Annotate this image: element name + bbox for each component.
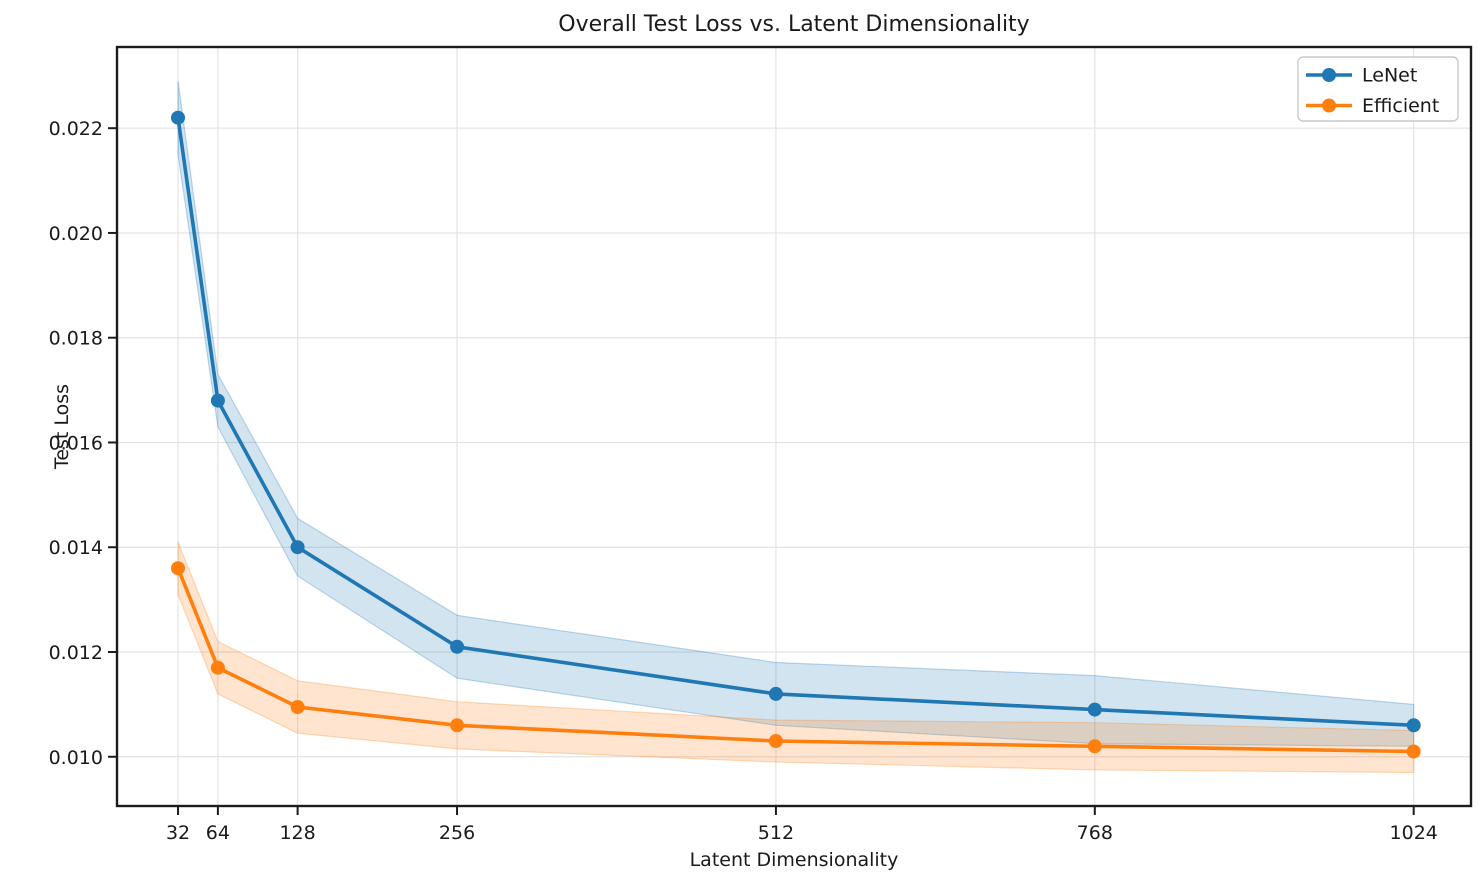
series-marker-efficient-32 xyxy=(171,561,185,576)
series-marker-efficient-64 xyxy=(210,660,225,675)
tick-label-y-0.010: 0.010 xyxy=(49,747,103,769)
plot-area xyxy=(117,47,1471,806)
y-axis-label: Test Loss xyxy=(51,384,73,470)
confidence-band-efficient xyxy=(177,541,1415,774)
tick-label-x-256: 256 xyxy=(439,822,475,844)
axes-frame xyxy=(115,45,1473,808)
series-marker-lenet-512 xyxy=(768,686,783,701)
tick-label-y-0.018: 0.018 xyxy=(49,328,103,350)
series-marker-lenet-768 xyxy=(1087,702,1102,717)
legend-label-efficient: Efficient xyxy=(1362,95,1439,117)
series-marker-efficient-256 xyxy=(450,718,465,733)
series-marker-efficient-1024 xyxy=(1406,744,1421,759)
chart-title: Overall Test Loss vs. Latent Dimensional… xyxy=(558,12,1029,37)
tick-label-x-32: 32 xyxy=(166,822,190,844)
series-marker-efficient-128 xyxy=(290,700,305,714)
series-marker-lenet-32 xyxy=(171,110,185,125)
tick-label-x-64: 64 xyxy=(206,822,230,844)
series-marker-lenet-128 xyxy=(290,540,305,555)
tick-label-y-0.020: 0.020 xyxy=(49,223,103,245)
tick-label-y-0.014: 0.014 xyxy=(49,537,103,559)
legend-sample-marker-lenet xyxy=(1322,68,1336,82)
tick-label-x-1024: 1024 xyxy=(1390,822,1438,844)
tick-label-y-0.016: 0.016 xyxy=(49,432,103,454)
legend-label-lenet: LeNet xyxy=(1362,65,1417,87)
tick-label-y-0.022: 0.022 xyxy=(49,118,103,140)
tick-label-x-128: 128 xyxy=(279,822,315,844)
series-marker-lenet-64 xyxy=(210,393,225,408)
tick-label-x-512: 512 xyxy=(758,822,794,844)
series-marker-efficient-512 xyxy=(768,734,783,748)
series-marker-lenet-1024 xyxy=(1406,718,1421,733)
series-marker-efficient-768 xyxy=(1087,739,1102,754)
series-marker-lenet-256 xyxy=(450,639,465,654)
x-axis-label: Latent Dimensionality xyxy=(690,849,899,871)
legend-sample-marker-efficient xyxy=(1322,98,1336,113)
tick-label-y-0.012: 0.012 xyxy=(49,642,103,664)
tick-label-x-768: 768 xyxy=(1077,822,1113,844)
